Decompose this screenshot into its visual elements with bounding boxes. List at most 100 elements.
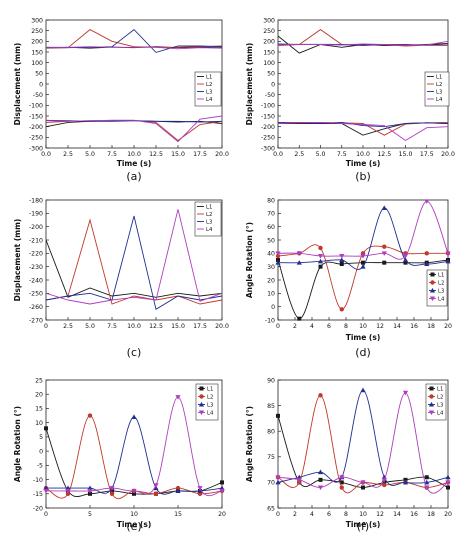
data-point-l4	[109, 486, 115, 491]
legend-label-l4: L4	[437, 411, 444, 417]
y-tick-label: -150	[29, 113, 43, 120]
x-tick-label: 10.0	[127, 151, 141, 158]
x-tick-label: 6	[327, 323, 331, 330]
y-tick-label: -230	[29, 264, 43, 271]
data-point-l1	[132, 491, 136, 496]
y-tick-label: 20	[267, 277, 275, 284]
data-point-l4	[131, 488, 137, 494]
y-tick-label: 200	[263, 39, 275, 46]
y-tick-label: -190	[29, 211, 43, 218]
series-line-l3	[46, 28, 222, 53]
y-tick-label: 100	[263, 60, 275, 67]
y-tick-label: -100	[29, 103, 43, 110]
legend-label-l3: L3	[207, 403, 213, 409]
legend-label-l1: L1	[437, 387, 443, 393]
series-line-l3	[278, 207, 448, 270]
plot-area	[277, 19, 449, 149]
legend-marker-l1	[430, 272, 435, 277]
data-point-l2	[153, 491, 159, 496]
x-tick-label: 12	[376, 323, 384, 330]
legend-label-l2: L2	[206, 212, 212, 218]
y-tick-label: -220	[29, 251, 43, 258]
legend-label-l3: L3	[437, 403, 443, 409]
legend-marker-l2	[429, 394, 434, 399]
data-point-l2	[382, 482, 387, 488]
data-point-l2	[65, 491, 71, 496]
x-tick-label: 20.0	[215, 323, 229, 330]
series-line-l4	[278, 40, 448, 46]
x-tick-label: 8	[344, 511, 348, 518]
data-point-l1	[44, 426, 48, 431]
y-tick-label: 200	[31, 39, 43, 46]
data-point-l2	[424, 251, 429, 256]
y-tick-label: 85	[267, 403, 275, 410]
y-tick-label: 60	[267, 224, 275, 231]
panel-caption: (e)	[126, 520, 141, 533]
x-tick-label: 2.5	[63, 323, 73, 330]
legend-label-l4: L4	[206, 97, 213, 103]
x-tick-label: 2	[293, 323, 297, 330]
data-point-l4	[65, 488, 71, 494]
y-tick-label: 75	[267, 454, 275, 461]
data-point-l1	[403, 260, 408, 265]
panel-caption: (b)	[355, 170, 371, 183]
data-point-l1	[361, 485, 365, 490]
y-tick-label: 15	[35, 406, 43, 413]
data-point-l4	[197, 486, 203, 491]
y-axis-label: Displacement (mm)	[13, 43, 22, 126]
legend-label-l1: L1	[207, 387, 213, 393]
data-point-l4	[445, 251, 451, 256]
x-tick-label: 8	[344, 323, 348, 330]
y-tick-label: 50	[35, 71, 43, 78]
y-tick-label: 0	[271, 81, 275, 88]
data-point-l3	[360, 387, 366, 393]
data-point-l4	[87, 488, 93, 494]
data-point-l2	[318, 245, 323, 251]
legend-label-l3: L3	[436, 90, 442, 96]
x-tick-label: 20	[218, 511, 226, 518]
series-line-l3	[46, 416, 222, 495]
data-point-l3	[445, 474, 451, 480]
data-point-l4	[424, 199, 430, 204]
legend-label-l1: L1	[438, 273, 444, 279]
legend-marker-l2	[430, 280, 435, 285]
y-tick-label: 100	[31, 60, 43, 67]
legend-marker-l3	[198, 401, 205, 407]
x-tick-label: 20	[444, 323, 452, 330]
x-tick-label: 14	[393, 511, 401, 518]
x-axis-label: Time (s)	[117, 159, 152, 168]
y-tick-label: -200	[29, 124, 43, 131]
y-tick-label: 80	[267, 429, 275, 436]
series-line-l4	[278, 392, 448, 494]
data-point-l4	[339, 475, 345, 480]
series-line-l3	[46, 215, 222, 311]
data-point-l1	[297, 316, 302, 321]
data-point-l4	[360, 480, 366, 485]
y-tick-label: -240	[29, 277, 43, 284]
legend-label-l2: L2	[206, 82, 212, 88]
series-line-l2	[278, 394, 448, 494]
chart-panel-b: 300 250 200 150 100 50 0 -50 -100 -150 -200 -250 -30…	[245, 17, 455, 183]
data-point-l4	[317, 254, 324, 259]
y-axis-label: Displacement (mm)	[13, 219, 22, 302]
x-tick-label: 17.5	[193, 323, 207, 330]
x-tick-label: 0	[44, 323, 48, 330]
data-point-l4	[296, 477, 302, 483]
x-tick-label: 10	[130, 511, 138, 518]
series-line-l4	[278, 200, 448, 260]
data-point-l3	[317, 469, 324, 475]
x-tick-label: 5.0	[316, 151, 326, 158]
y-tick-label: -15	[33, 491, 43, 498]
y-axis-label: Angle Rotation (°)	[245, 406, 254, 482]
y-tick-label: 65	[267, 505, 275, 512]
data-point-l4	[43, 488, 49, 494]
legend-marker-l1	[429, 386, 434, 391]
legend-label-l4: L4	[207, 411, 214, 417]
data-point-l1	[339, 262, 344, 266]
legend-label-l3: L3	[438, 289, 444, 295]
data-point-l2	[87, 413, 93, 418]
data-point-l4	[317, 485, 324, 491]
